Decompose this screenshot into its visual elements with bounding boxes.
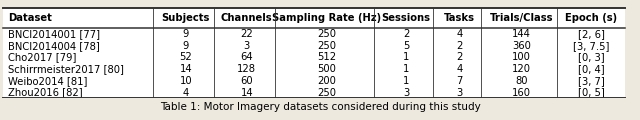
Text: 4: 4	[457, 29, 463, 39]
Text: 120: 120	[512, 64, 531, 74]
Text: 100: 100	[512, 52, 531, 62]
Text: 250: 250	[317, 29, 336, 39]
Text: 4: 4	[183, 88, 189, 98]
Text: 1: 1	[403, 52, 409, 62]
Text: 14: 14	[180, 64, 192, 74]
Text: 3: 3	[457, 88, 463, 98]
Text: 52: 52	[180, 52, 192, 62]
Text: Trials/Class: Trials/Class	[490, 13, 554, 23]
Text: Sampling Rate (Hz): Sampling Rate (Hz)	[272, 13, 381, 23]
Text: 9: 9	[183, 29, 189, 39]
Text: Subjects: Subjects	[162, 13, 210, 23]
Text: 80: 80	[515, 76, 528, 86]
Text: 9: 9	[183, 41, 189, 51]
Text: Tasks: Tasks	[444, 13, 476, 23]
Text: 4: 4	[457, 64, 463, 74]
Text: [0, 3]: [0, 3]	[578, 52, 605, 62]
Text: 60: 60	[241, 76, 253, 86]
Text: [0, 5]: [0, 5]	[578, 88, 605, 98]
Text: Schirrmeister2017 [80]: Schirrmeister2017 [80]	[8, 64, 124, 74]
Text: Cho2017 [79]: Cho2017 [79]	[8, 52, 77, 62]
Text: Zhou2016 [82]: Zhou2016 [82]	[8, 88, 83, 98]
Text: 14: 14	[241, 88, 253, 98]
Text: [2, 6]: [2, 6]	[578, 29, 605, 39]
Text: 128: 128	[237, 64, 256, 74]
Text: 360: 360	[512, 41, 531, 51]
Text: 500: 500	[317, 64, 336, 74]
Text: Weibo2014 [81]: Weibo2014 [81]	[8, 76, 88, 86]
Text: 1: 1	[403, 64, 409, 74]
Text: Dataset: Dataset	[8, 13, 52, 23]
Text: 3: 3	[403, 88, 409, 98]
Text: Channels: Channels	[221, 13, 273, 23]
Text: 2: 2	[403, 29, 409, 39]
Text: [0, 4]: [0, 4]	[578, 64, 605, 74]
Text: 64: 64	[241, 52, 253, 62]
Text: Epoch (s): Epoch (s)	[565, 13, 618, 23]
Text: Table 1: Motor Imagery datasets considered during this study: Table 1: Motor Imagery datasets consider…	[159, 102, 481, 112]
Text: 7: 7	[457, 76, 463, 86]
Text: 5: 5	[403, 41, 409, 51]
Text: 3: 3	[244, 41, 250, 51]
Text: 22: 22	[241, 29, 253, 39]
Text: 512: 512	[317, 52, 336, 62]
Text: [3, 7]: [3, 7]	[578, 76, 605, 86]
Text: BNCI2014001 [77]: BNCI2014001 [77]	[8, 29, 100, 39]
Text: [3, 7.5]: [3, 7.5]	[573, 41, 609, 51]
Text: BNCI2014004 [78]: BNCI2014004 [78]	[8, 41, 100, 51]
Text: 1: 1	[403, 76, 409, 86]
Text: Sessions: Sessions	[381, 13, 431, 23]
Text: 2: 2	[457, 52, 463, 62]
Text: 10: 10	[180, 76, 192, 86]
Text: 160: 160	[512, 88, 531, 98]
Text: 2: 2	[457, 41, 463, 51]
Text: 250: 250	[317, 41, 336, 51]
Text: 200: 200	[317, 76, 336, 86]
Text: 144: 144	[512, 29, 531, 39]
Text: 250: 250	[317, 88, 336, 98]
